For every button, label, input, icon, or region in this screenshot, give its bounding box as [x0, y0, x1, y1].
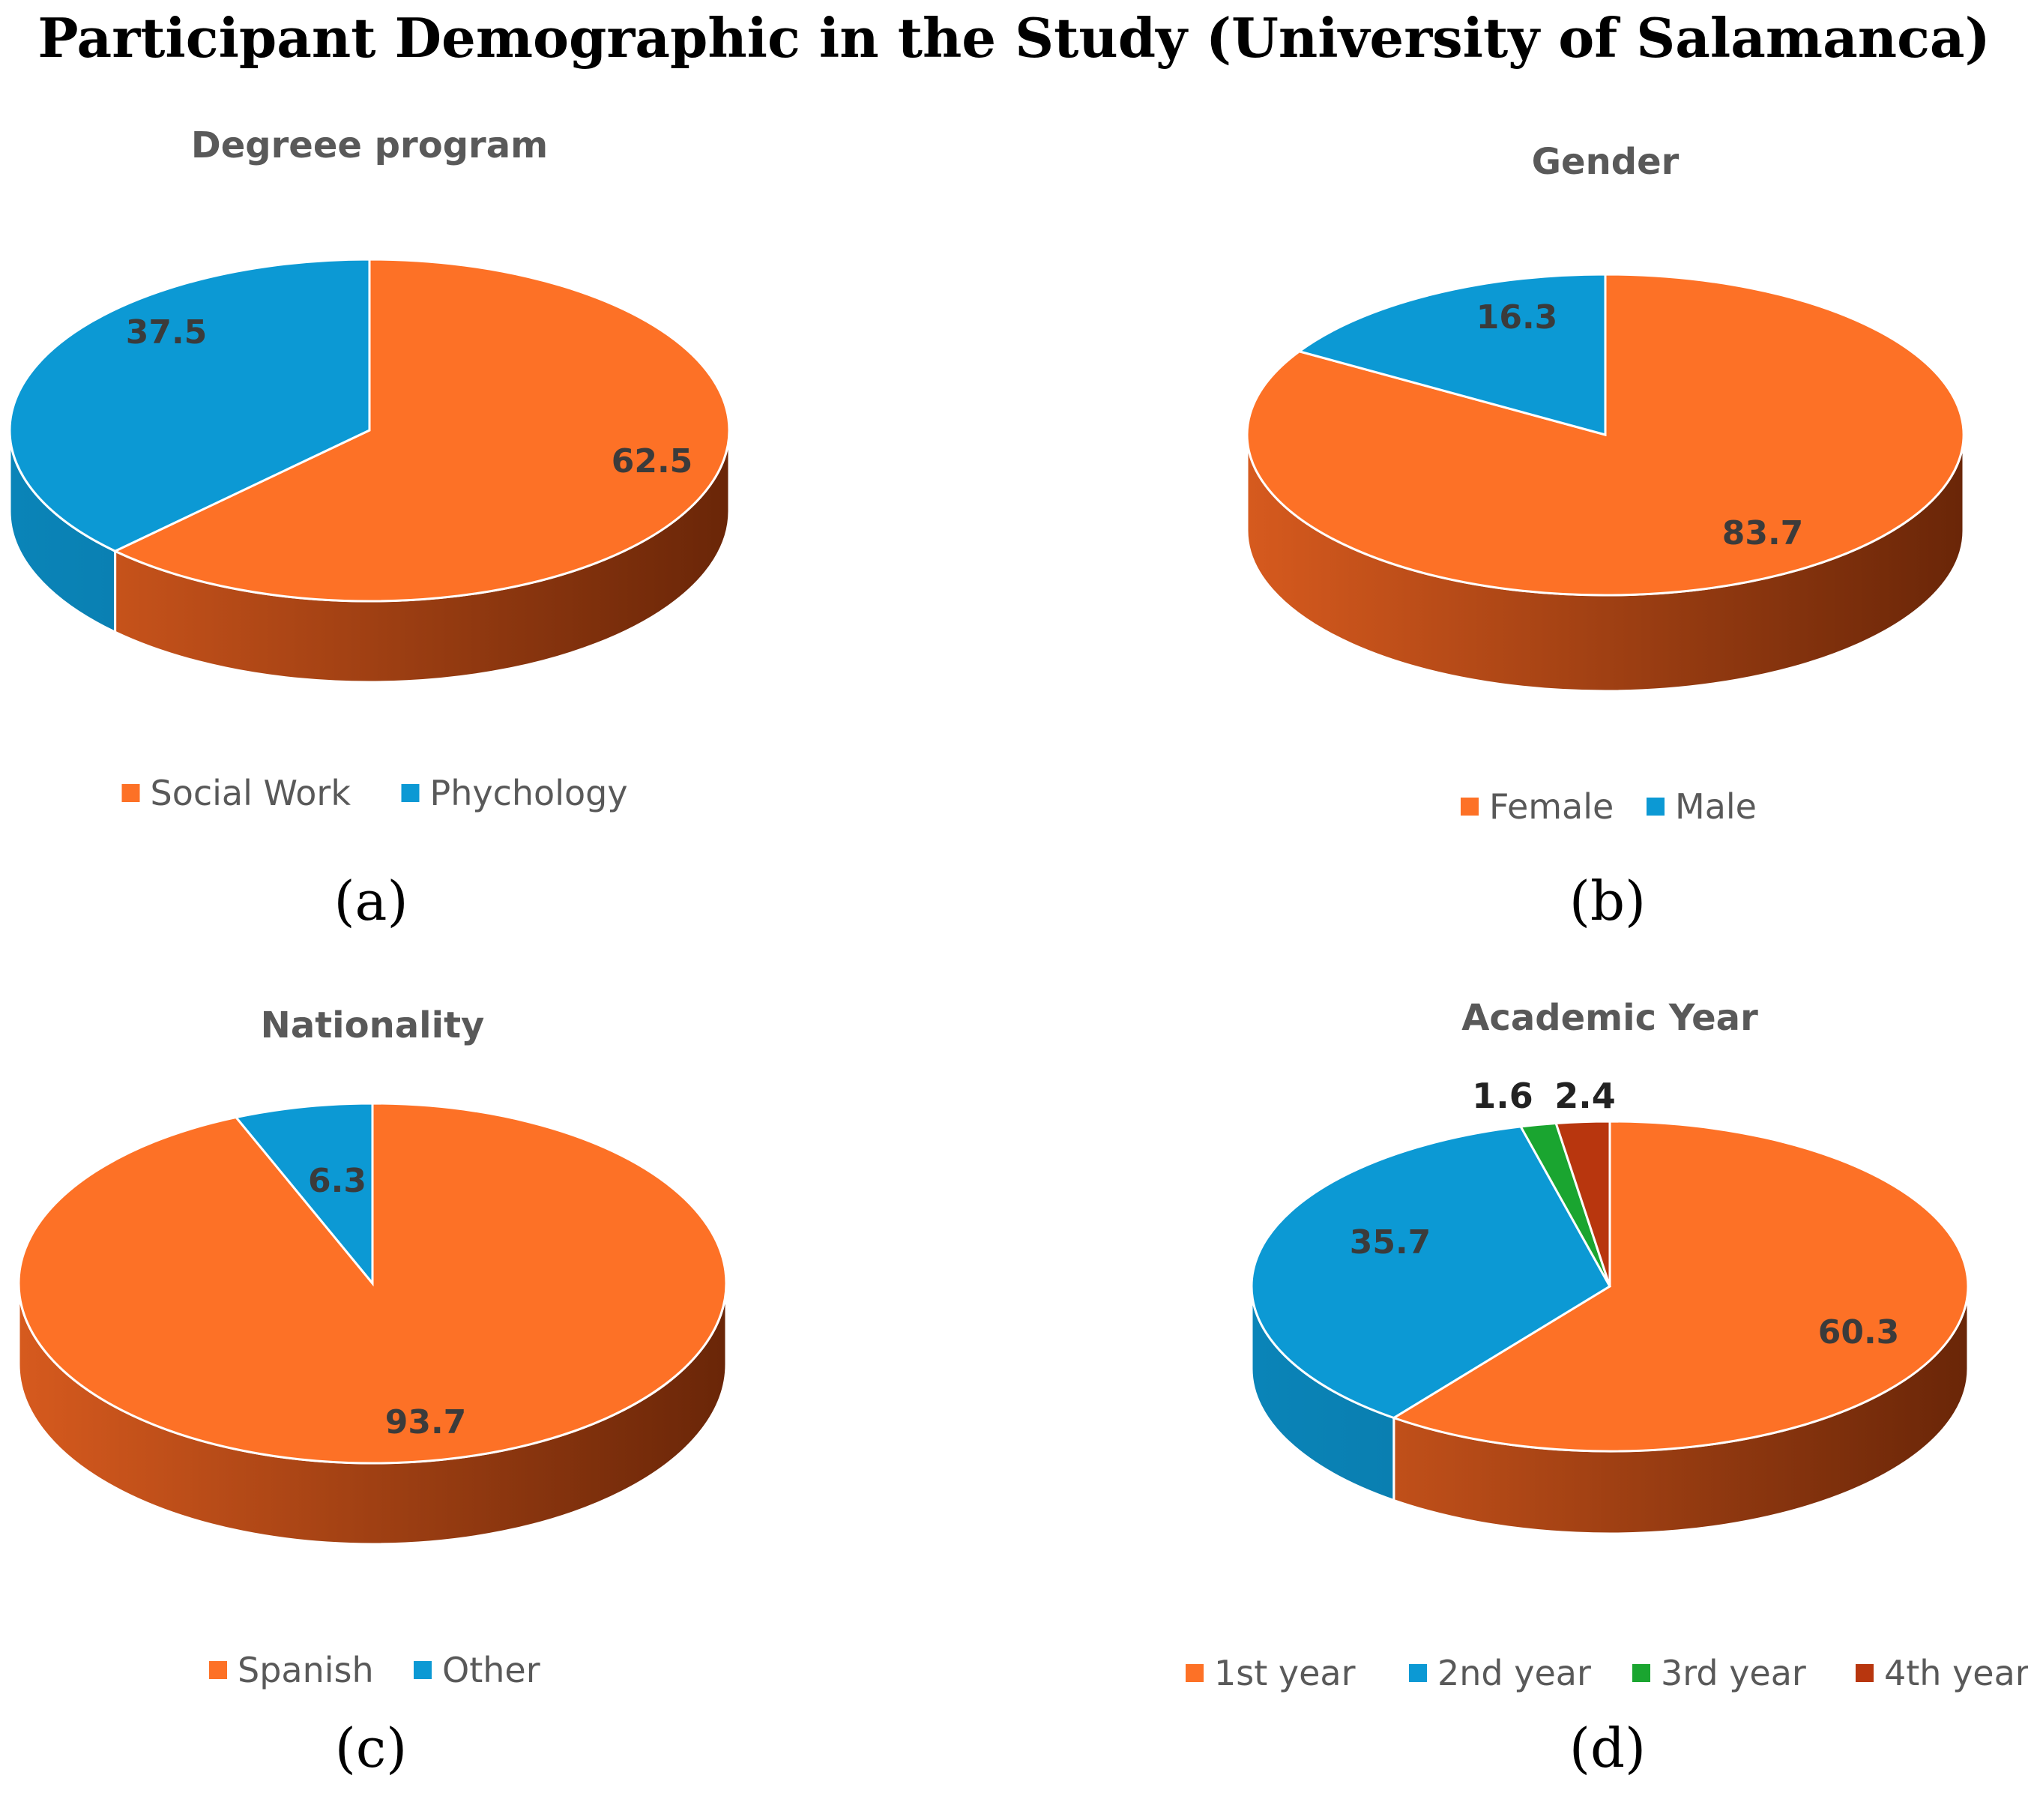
legend-label-academic-year-0: 1st year	[1214, 1653, 1356, 1693]
legend-swatch-nationality-0	[209, 1661, 227, 1679]
data-label-nationality-0: 93.7	[385, 1403, 467, 1441]
chart-title-gender: Gender	[1532, 141, 1680, 183]
panel-label-d: (d)	[1569, 1717, 1647, 1780]
pie-slice-nationality-other	[234, 1102, 374, 1287]
legend-label-academic-year-3: 4th year	[1884, 1653, 2028, 1693]
legend-swatch-academic-year-3	[1856, 1664, 1874, 1682]
pie-slice-academic-year-4th-year	[1554, 1120, 1611, 1287]
legend-swatch-gender-0	[1461, 798, 1479, 816]
panel-label-b: (b)	[1569, 870, 1647, 932]
legend-swatch-gender-1	[1647, 798, 1665, 816]
data-label-gender-1: 16.3	[1476, 298, 1558, 337]
legend-swatch-academic-year-0	[1186, 1664, 1204, 1682]
legend-degreee-program: Social Work Phychology	[121, 773, 628, 813]
pie-slice-degreee-program-phychology	[8, 258, 371, 552]
panel-label-a: (a)	[334, 870, 408, 932]
legend-swatch-degreee-program-0	[121, 784, 140, 802]
data-label-academic-year-2: 1.6	[1472, 1076, 1533, 1116]
legend-label-nationality-1: Other	[442, 1650, 540, 1690]
legend-label-nationality-0: Spanish	[238, 1650, 374, 1690]
legend-swatch-academic-year-1	[1409, 1664, 1427, 1682]
panel-label-c: (c)	[334, 1717, 408, 1780]
data-label-nationality-1: 6.3	[308, 1162, 366, 1200]
pie-slice-academic-year-1st-year	[1391, 1120, 1970, 1453]
legend-label-academic-year-1: 2nd year	[1437, 1653, 1591, 1693]
legend-label-academic-year-2: 3rd year	[1661, 1653, 1806, 1693]
chart-title-academic-year: Academic Year	[1461, 997, 1758, 1039]
legend-label-degreee-program-1: Phychology	[430, 773, 628, 813]
pie-slice-academic-year-2nd-year	[1250, 1125, 1612, 1420]
legend-label-gender-0: Female	[1489, 786, 1614, 827]
pie-slice-degreee-program-social-work	[112, 258, 731, 603]
legend-swatch-degreee-program-1	[401, 784, 420, 802]
chart-title-degreee-program: Degreee program	[191, 124, 548, 166]
data-label-academic-year-3: 2.4	[1554, 1076, 1616, 1116]
legend-gender: Female Male	[1461, 786, 1757, 827]
figure-title: Participant Demographic in the Study (Un…	[37, 6, 1991, 70]
chart-title-nationality: Nationality	[261, 1004, 485, 1046]
legend-label-gender-1: Male	[1675, 786, 1757, 827]
data-label-academic-year-0: 60.3	[1818, 1313, 1900, 1352]
data-label-degreee-program-1: 37.5	[126, 313, 208, 352]
data-label-degreee-program-0: 62.5	[612, 442, 693, 480]
legend-academic-year: 1st year 2nd year 3rd year 4th year	[1186, 1653, 2028, 1693]
data-label-gender-0: 83.7	[1722, 514, 1804, 552]
legend-swatch-academic-year-2	[1632, 1664, 1650, 1682]
legend-label-degreee-program-0: Social Work	[151, 773, 351, 813]
legend-swatch-nationality-1	[414, 1661, 432, 1679]
pie-slice-gender-male	[1297, 273, 1607, 436]
legend-nationality: Spanish Other	[209, 1650, 540, 1690]
data-label-academic-year-1: 35.7	[1350, 1223, 1431, 1262]
